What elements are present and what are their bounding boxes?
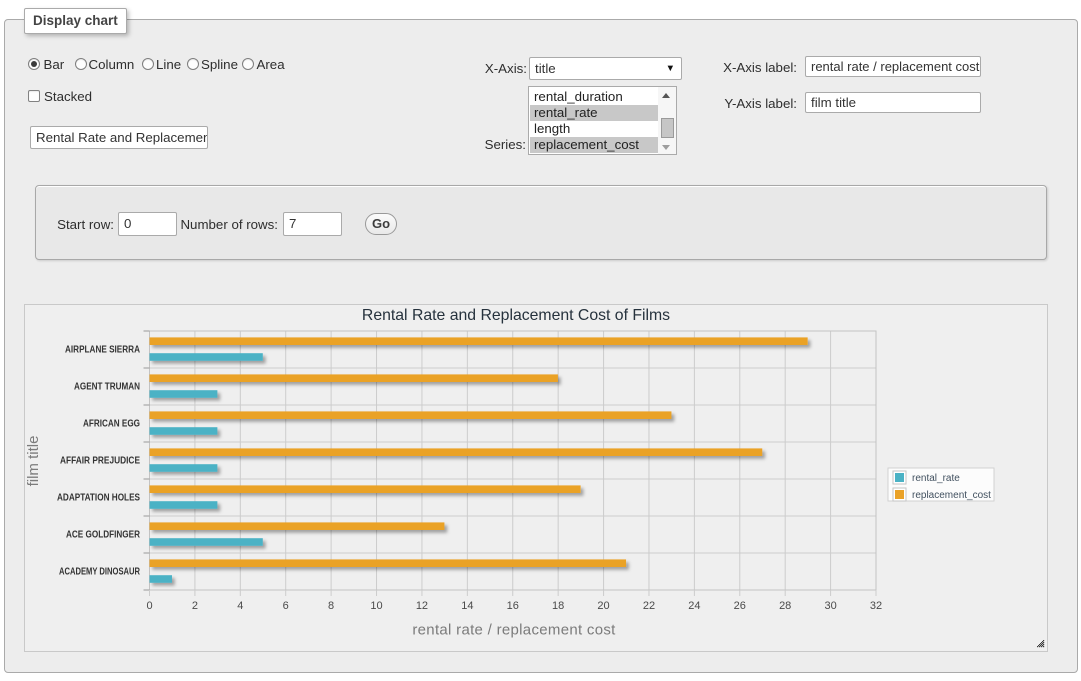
svg-text:rental_rate: rental_rate (912, 473, 960, 484)
svg-text:2: 2 (192, 600, 198, 612)
svg-text:26: 26 (734, 600, 746, 612)
svg-text:32: 32 (870, 600, 882, 612)
svg-text:10: 10 (370, 600, 382, 612)
svg-text:ACE GOLDFINGER: ACE GOLDFINGER (66, 529, 141, 540)
svg-text:rental rate / replacement cost: rental rate / replacement cost (412, 622, 616, 639)
svg-text:4: 4 (237, 600, 243, 612)
svg-text:AIRPLANE SIERRA: AIRPLANE SIERRA (65, 344, 140, 355)
svg-text:AFRICAN EGG: AFRICAN EGG (83, 418, 140, 429)
svg-text:6: 6 (283, 600, 289, 612)
svg-text:28: 28 (779, 600, 791, 612)
svg-text:24: 24 (688, 600, 700, 612)
svg-text:16: 16 (507, 600, 519, 612)
svg-text:0: 0 (146, 600, 152, 612)
svg-text:20: 20 (597, 600, 609, 612)
svg-text:22: 22 (643, 600, 655, 612)
svg-text:8: 8 (328, 600, 334, 612)
svg-text:18: 18 (552, 600, 564, 612)
svg-text:Rental Rate and Replacement Co: Rental Rate and Replacement Cost of Film… (362, 307, 670, 324)
svg-text:replacement_cost: replacement_cost (912, 490, 991, 501)
svg-text:film title: film title (25, 436, 42, 487)
svg-text:30: 30 (824, 600, 836, 612)
svg-text:AGENT TRUMAN: AGENT TRUMAN (74, 381, 140, 392)
svg-text:ADAPTATION HOLES: ADAPTATION HOLES (57, 492, 140, 503)
svg-text:ACADEMY DINOSAUR: ACADEMY DINOSAUR (59, 566, 141, 577)
svg-text:12: 12 (416, 600, 428, 612)
svg-text:AFFAIR PREJUDICE: AFFAIR PREJUDICE (60, 455, 140, 466)
svg-text:14: 14 (461, 600, 473, 612)
